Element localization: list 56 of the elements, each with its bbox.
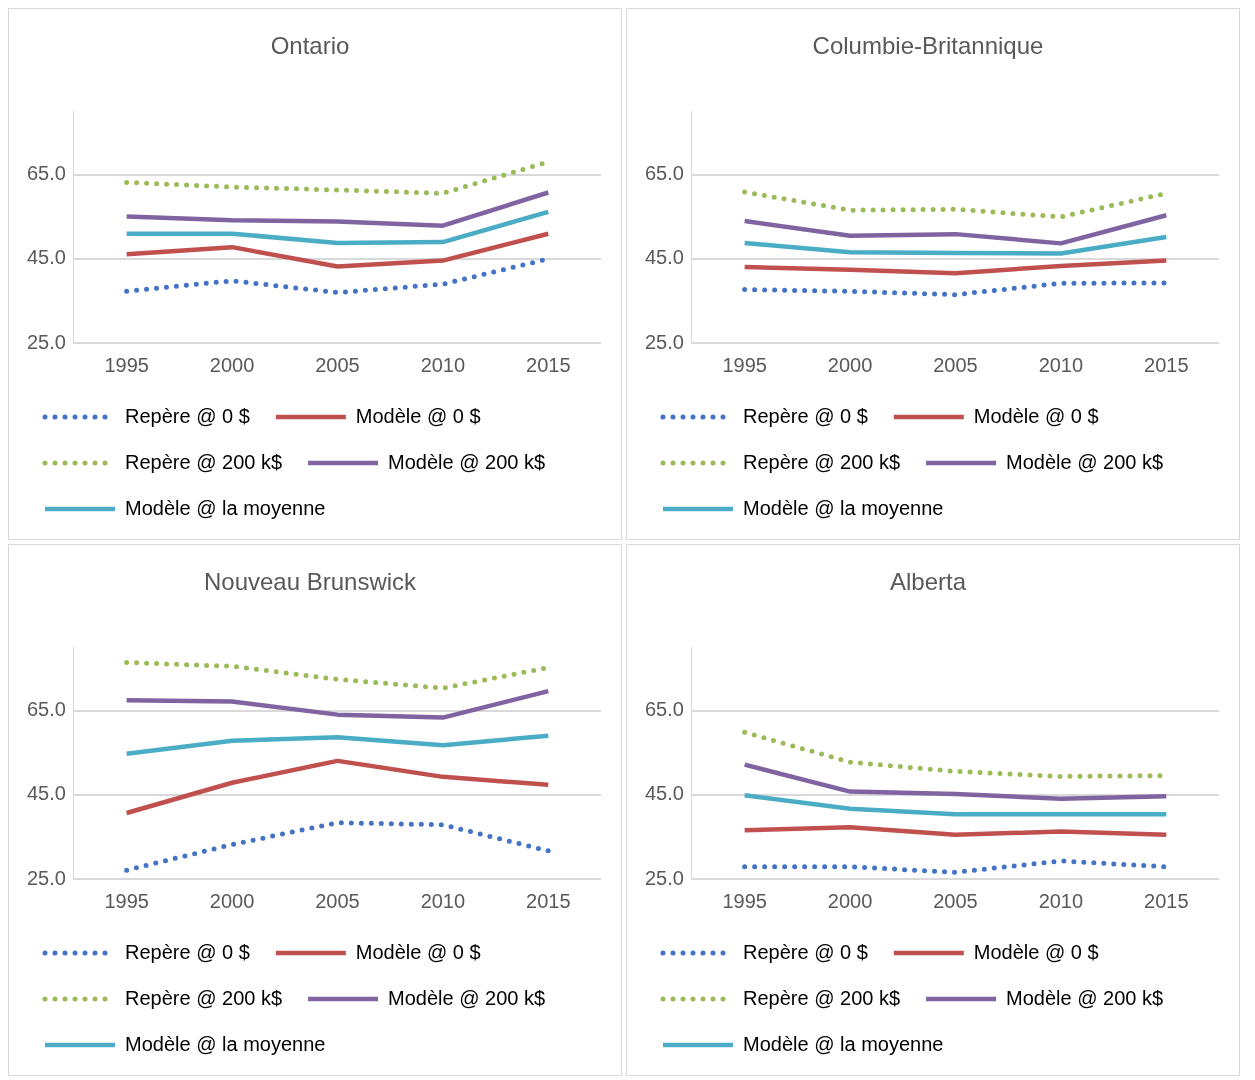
legend-label: Repère @ 200 k$ — [743, 450, 901, 473]
x-tick-label: 2000 — [827, 889, 873, 912]
x-tick-label: 2005 — [315, 353, 360, 376]
legend-label: Modèle @ 0 $ — [973, 404, 1099, 427]
legend-label: Repère @ 0 $ — [125, 940, 250, 963]
legend-label: Modèle @ la moyenne — [125, 496, 326, 519]
chart-title: Columbie-Britannique — [812, 32, 1044, 60]
x-tick-label: 2000 — [209, 889, 255, 912]
legend-label: Modèle @ 0 $ — [355, 404, 481, 427]
x-tick-label: 2010 — [420, 889, 466, 912]
legend-label: Modèle @ 200 k$ — [1006, 450, 1164, 473]
legend-label: Modèle @ 200 k$ — [388, 986, 546, 1009]
legend-label: Modèle @ 0 $ — [355, 940, 481, 963]
legend-label: Repère @ 200 k$ — [125, 986, 283, 1009]
y-tick-label: 45.0 — [644, 246, 684, 269]
legend-label: Modèle @ la moyenne — [743, 1032, 944, 1055]
legend-label: Repère @ 0 $ — [743, 940, 868, 963]
y-tick-label: 45.0 — [644, 782, 684, 805]
x-tick-label: 1995 — [722, 353, 767, 376]
y-tick-label: 65.0 — [644, 162, 684, 185]
legend-label: Repère @ 0 $ — [743, 404, 868, 427]
y-tick-label: 65.0 — [26, 698, 66, 721]
x-tick-label: 2005 — [933, 353, 978, 376]
x-tick-label: 2015 — [1144, 889, 1189, 912]
y-tick-label: 25.0 — [644, 866, 684, 889]
legend-label: Modèle @ 200 k$ — [388, 450, 546, 473]
x-tick-label: 2015 — [526, 889, 571, 912]
chart-title: Nouveau Brunswick — [203, 568, 418, 596]
y-tick-label: 45.0 — [26, 782, 66, 805]
legend-label: Modèle @ la moyenne — [125, 1032, 326, 1055]
chart-title: Ontario — [270, 32, 350, 60]
legend-label: Repère @ 0 $ — [125, 404, 250, 427]
x-tick-label: 2015 — [1144, 353, 1189, 376]
x-tick-label: 2010 — [1038, 353, 1084, 376]
x-tick-label: 1995 — [722, 889, 767, 912]
legend-label: Modèle @ 0 $ — [973, 940, 1099, 963]
legend-label: Modèle @ la moyenne — [743, 496, 944, 519]
chart-title: Alberta — [889, 568, 967, 596]
y-tick-label: 65.0 — [26, 162, 66, 185]
y-tick-label: 25.0 — [644, 330, 684, 353]
x-tick-label: 2005 — [315, 889, 360, 912]
x-tick-label: 2010 — [1038, 889, 1084, 912]
y-tick-label: 25.0 — [26, 330, 66, 353]
legend-label: Modèle @ 200 k$ — [1006, 986, 1164, 1009]
x-tick-label: 2000 — [827, 353, 873, 376]
x-tick-label: 2000 — [209, 353, 255, 376]
x-tick-label: 2015 — [526, 353, 571, 376]
legend-label: Repère @ 200 k$ — [743, 986, 901, 1009]
legend-label: Repère @ 200 k$ — [125, 450, 283, 473]
y-tick-label: 25.0 — [26, 866, 66, 889]
y-tick-label: 65.0 — [644, 698, 684, 721]
x-tick-label: 1995 — [104, 353, 149, 376]
x-tick-label: 1995 — [104, 889, 149, 912]
x-tick-label: 2010 — [420, 353, 466, 376]
x-tick-label: 2005 — [933, 889, 978, 912]
y-tick-label: 45.0 — [26, 246, 66, 269]
